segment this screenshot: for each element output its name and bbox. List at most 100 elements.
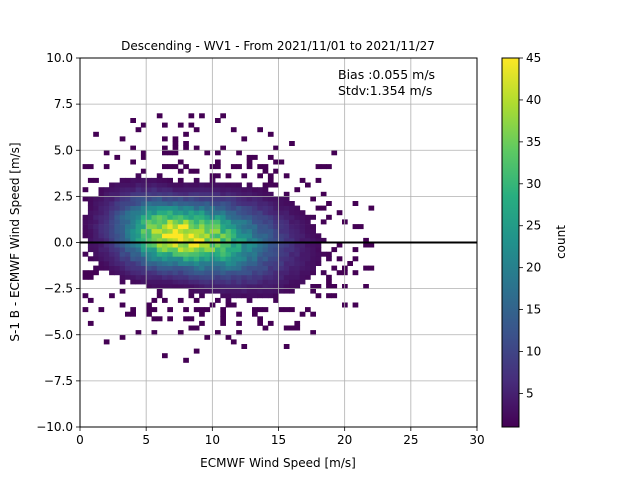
heatmap-cell xyxy=(199,251,205,257)
heatmap-cell xyxy=(193,210,200,216)
heatmap-cell xyxy=(135,173,142,179)
heatmap-cell xyxy=(119,219,126,225)
heatmap-cell xyxy=(125,187,131,193)
heatmap-cell xyxy=(183,237,189,243)
heatmap-cell xyxy=(183,284,189,289)
heatmap-cell xyxy=(241,344,248,349)
heatmap-cell xyxy=(278,307,285,313)
heatmap-cell xyxy=(188,261,195,266)
heatmap-cell xyxy=(172,224,179,230)
heatmap-cell xyxy=(130,274,136,280)
heatmap-cell xyxy=(246,224,253,230)
heatmap-cell xyxy=(294,214,301,220)
heatmap-cell xyxy=(257,274,263,280)
heatmap-cell xyxy=(220,196,226,202)
heatmap-cell xyxy=(294,274,301,280)
heatmap-cell xyxy=(215,256,221,262)
heatmap-cell xyxy=(289,307,295,313)
heatmap-cell xyxy=(156,228,163,234)
heatmap-cell xyxy=(146,284,152,289)
heatmap-cell xyxy=(93,251,99,257)
heatmap-cell xyxy=(220,279,226,285)
heatmap-cell xyxy=(162,214,168,220)
heatmap-cell xyxy=(146,270,152,276)
heatmap-cell xyxy=(215,228,221,234)
heatmap-cell xyxy=(283,242,290,248)
heatmap-cell xyxy=(146,311,152,317)
heatmap-cell xyxy=(177,201,184,206)
heatmap-cell xyxy=(336,270,343,276)
heatmap-cell xyxy=(87,224,94,230)
heatmap-cell xyxy=(167,177,173,183)
heatmap-cell xyxy=(305,233,311,239)
heatmap-cell xyxy=(98,256,105,262)
heatmap-cell xyxy=(220,205,226,211)
heatmap-cell xyxy=(135,261,142,266)
heatmap-cell xyxy=(294,265,301,271)
heatmap-cell xyxy=(315,251,322,257)
heatmap-cell xyxy=(156,210,163,216)
heatmap-cell xyxy=(130,237,136,243)
heatmap-cell xyxy=(162,201,168,206)
heatmap-cell xyxy=(267,279,274,285)
heatmap-cell xyxy=(140,214,147,220)
y-tick-label: −10.0 xyxy=(36,420,73,434)
heatmap-cell xyxy=(257,307,263,313)
heatmap-cell xyxy=(162,136,168,142)
heatmap-cell xyxy=(315,233,322,239)
heatmap-cell xyxy=(177,247,184,253)
heatmap-cell xyxy=(273,201,279,206)
heatmap-cell xyxy=(167,284,173,289)
heatmap-cell xyxy=(130,118,136,123)
heatmap-cell xyxy=(273,168,279,174)
heatmap-cell xyxy=(326,293,332,299)
heatmap-cell xyxy=(109,196,115,202)
heatmap-cell xyxy=(315,261,322,266)
heatmap-cell xyxy=(172,191,179,197)
heatmap-cell xyxy=(283,284,290,289)
heatmap-cell xyxy=(267,201,274,206)
heatmap-cell xyxy=(140,168,147,174)
heatmap-cell xyxy=(167,219,173,225)
heatmap-cell xyxy=(257,164,263,170)
heatmap-cell xyxy=(225,196,232,202)
heatmap-cell xyxy=(278,159,285,165)
heatmap-cell xyxy=(273,274,279,280)
heatmap-cell xyxy=(204,279,211,285)
y-tick-label: 10.0 xyxy=(46,51,73,65)
heatmap-cell xyxy=(103,201,110,206)
heatmap-cell xyxy=(103,339,110,345)
heatmap-cell xyxy=(183,196,189,202)
heatmap-cell xyxy=(230,293,237,299)
heatmap-cell xyxy=(315,242,322,248)
heatmap-cell xyxy=(199,205,205,211)
heatmap-cell xyxy=(225,210,232,216)
heatmap-cell xyxy=(273,196,279,202)
heatmap-cell xyxy=(151,187,158,193)
heatmap-cell xyxy=(215,201,221,206)
heatmap-cell xyxy=(257,261,263,266)
heatmap-cell xyxy=(262,233,269,239)
heatmap-cell xyxy=(305,224,311,230)
heatmap-cell xyxy=(193,270,200,276)
heatmap-cell xyxy=(283,196,290,202)
heatmap-cell xyxy=(125,210,131,216)
heatmap-cell xyxy=(172,182,179,188)
heatmap-cell xyxy=(87,297,94,303)
heatmap-cell xyxy=(151,214,158,220)
heatmap-cell xyxy=(262,219,269,225)
heatmap-cell xyxy=(267,210,274,216)
heatmap-cell xyxy=(273,145,279,151)
heatmap-cell xyxy=(125,274,131,280)
heatmap-cell xyxy=(87,219,94,225)
heatmap-cell xyxy=(283,251,290,257)
heatmap-cell xyxy=(262,168,269,174)
heatmap-cell xyxy=(151,228,158,234)
heatmap-cell xyxy=(87,214,94,220)
chart-title: Descending - WV1 - From 2021/11/01 to 20… xyxy=(121,39,435,53)
heatmap-cell xyxy=(193,297,200,303)
heatmap-cell xyxy=(252,274,258,280)
heatmap-cell xyxy=(135,196,142,202)
heatmap-cell xyxy=(109,233,115,239)
